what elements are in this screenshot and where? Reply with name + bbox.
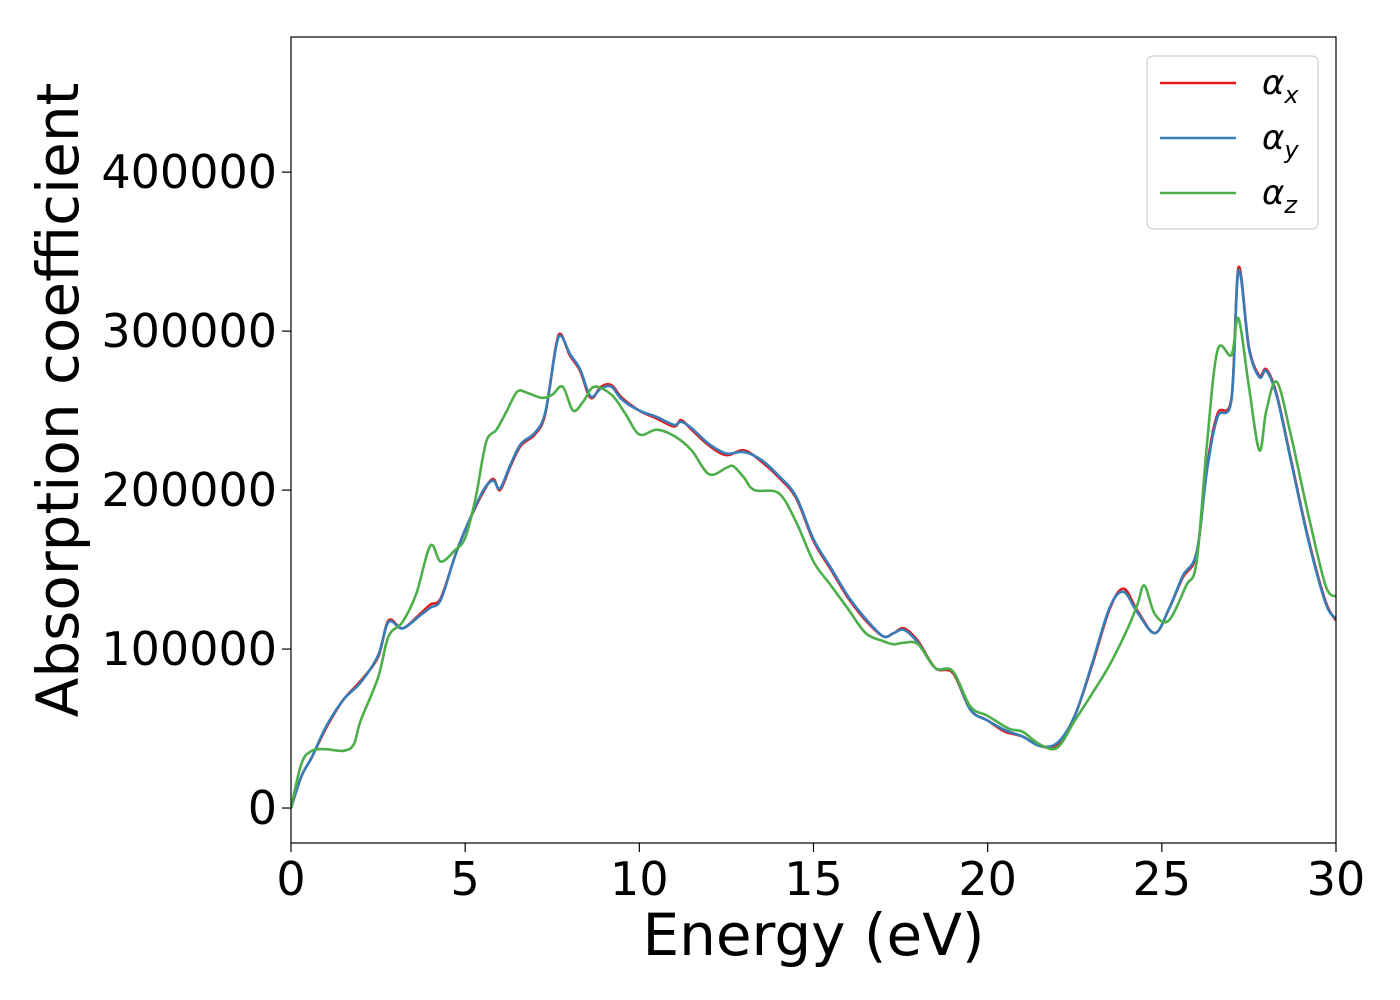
y-tick-label: 100000 (101, 622, 277, 676)
y-tick-label: 0 (248, 781, 277, 835)
series-line-z (291, 316, 1336, 809)
y-tick-label: 400000 (101, 145, 277, 199)
y-tick-label: 300000 (101, 304, 277, 358)
legend-symbol: α (1262, 118, 1284, 158)
x-tick-label: 10 (610, 852, 669, 906)
x-tick-label: 20 (958, 852, 1017, 906)
legend-box (1146, 55, 1319, 230)
y-tick-label: 200000 (101, 463, 277, 517)
legend-entry-z: αz (1262, 173, 1298, 219)
x-tick-label: 30 (1307, 852, 1366, 906)
x-tick-label: 15 (784, 852, 843, 906)
x-axis-title: Energy (eV) (642, 901, 984, 969)
y-axis-ticks: 0 100000 200000 300000 400000 (101, 145, 291, 835)
x-tick-label: 0 (276, 852, 305, 906)
legend-symbol: α (1262, 173, 1284, 213)
legend-entry-x: αx (1262, 63, 1299, 109)
x-tick-label: 25 (1133, 852, 1192, 906)
legend-subscript: z (1283, 191, 1298, 219)
legend-subscript: x (1283, 81, 1299, 109)
series-layer (291, 265, 1336, 809)
legend-entry-y: αy (1262, 118, 1299, 164)
legend-subscript: y (1283, 136, 1299, 164)
legend-symbol: α (1262, 63, 1284, 103)
x-tick-label: 5 (451, 852, 480, 906)
x-axis-ticks: 0 5 10 15 20 25 30 (276, 843, 1365, 906)
y-axis-title: Absorption coefficient (24, 83, 92, 718)
